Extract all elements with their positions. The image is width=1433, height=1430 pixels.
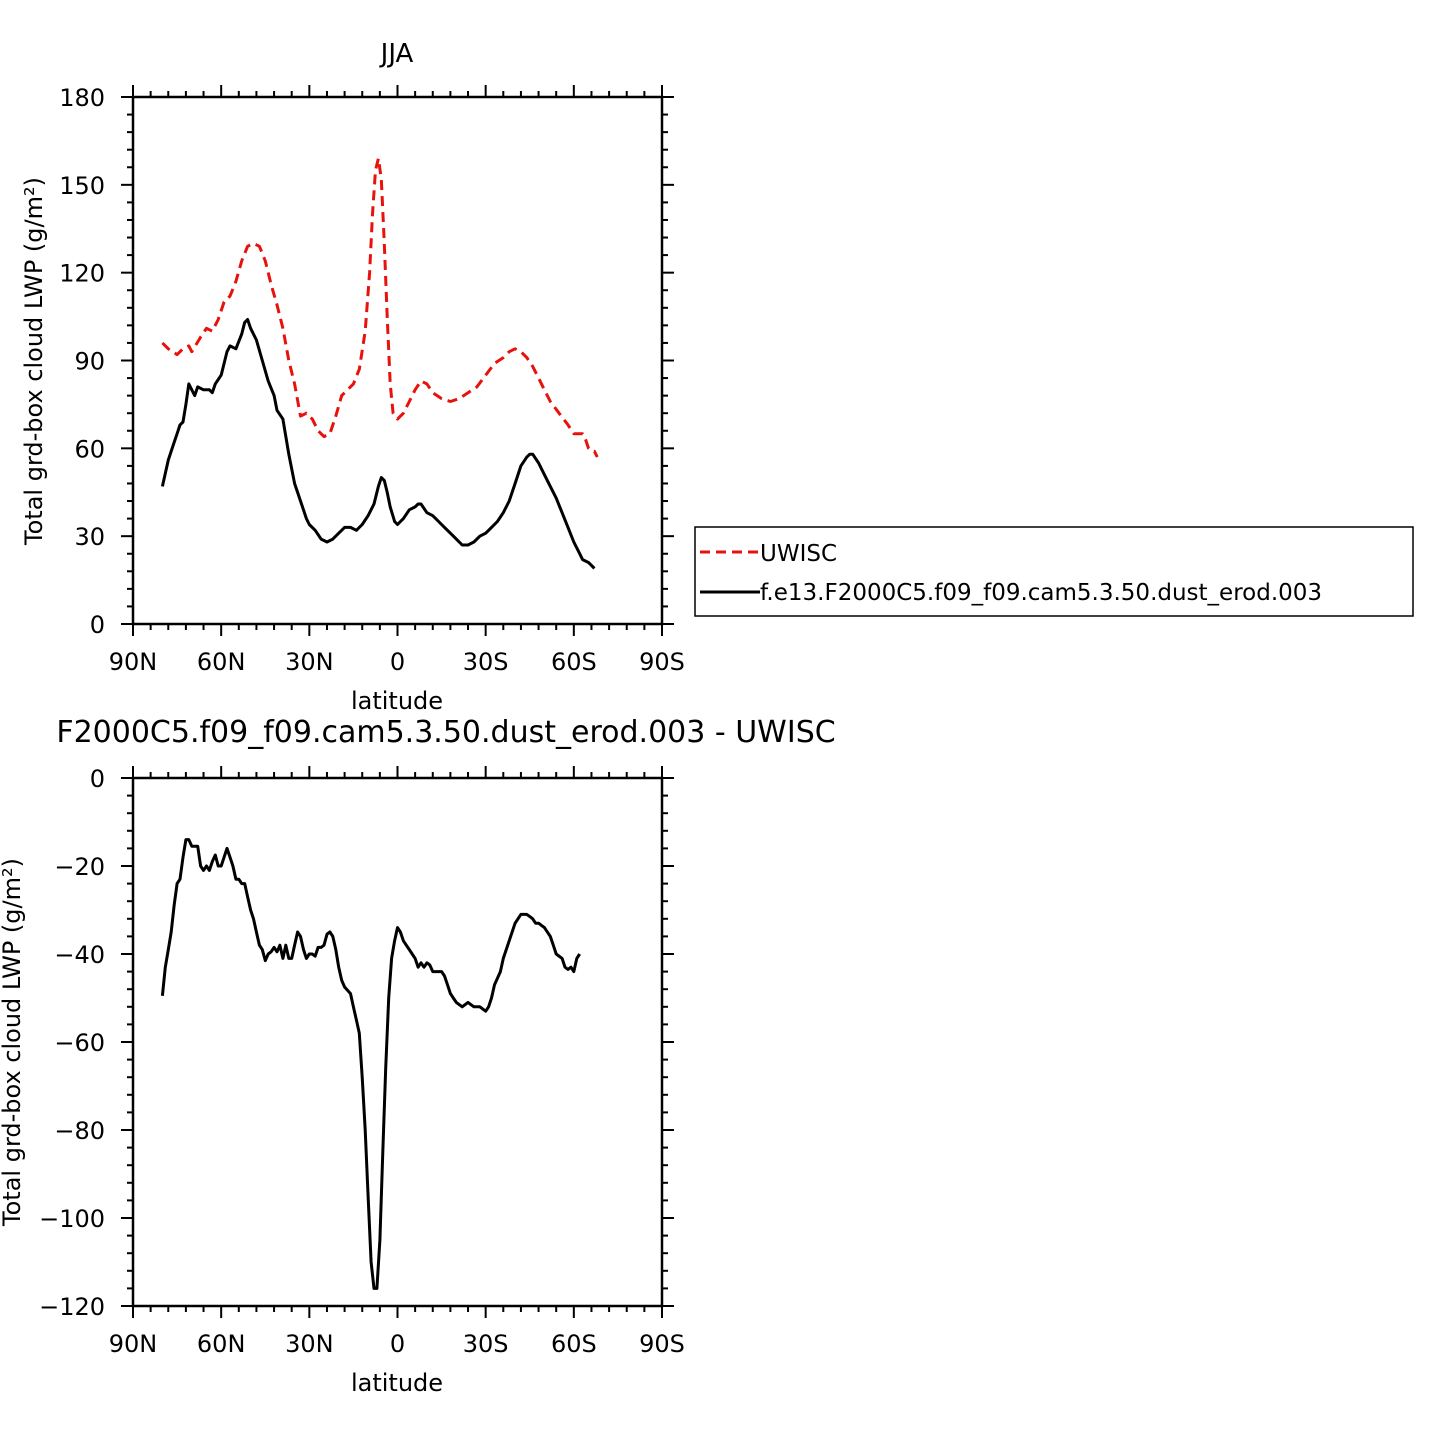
top-ticks: 90N 60N 30N 0 30S 60S 90S 0 30 60 90 120 150 180 (59, 84, 685, 676)
bottom-x-tick-label: 60S (551, 1330, 597, 1358)
top-y-tick-label: 60 (74, 435, 105, 463)
bottom-y-tick-label: −120 (39, 1293, 105, 1321)
top-x-tick-label: 60S (551, 648, 597, 676)
bottom-x-tick-label: 0 (390, 1330, 405, 1358)
legend-label-uwisc: UWISC (760, 541, 837, 567)
top-y-tick-label: 180 (59, 84, 105, 112)
bottom-series (160, 838, 581, 1290)
top-series-line-1 (160, 318, 596, 570)
top-y-tick-label: 120 (59, 260, 105, 288)
top-title: JJA (379, 39, 414, 69)
legend-label-model: f.e13.F2000C5.f09_f09.cam5.3.50.dust_ero… (760, 580, 1322, 606)
bottom-y-tick-label: −40 (54, 941, 105, 969)
top-y-tick-label: 150 (59, 172, 105, 200)
bottom-y-tick-label: −100 (39, 1205, 105, 1233)
top-x-tick-label: 30N (285, 648, 334, 676)
bottom-title: F2000C5.f09_f09.cam5.3.50.dust_erod.003 … (56, 715, 835, 750)
top-y-tick-label: 0 (90, 611, 105, 639)
top-y-tick-label: 90 (74, 348, 105, 376)
bottom-x-tick-label: 90S (639, 1330, 685, 1358)
bottom-x-tick-label: 30S (463, 1330, 509, 1358)
legend: UWISC f.e13.F2000C5.f09_f09.cam5.3.50.du… (694, 526, 1414, 617)
bottom-y-axis-label: Total grd-box cloud LWP (g/m²) (0, 858, 26, 1227)
bottom-x-axis-label: latitude (351, 1369, 443, 1397)
top-y-axis-label-text: Total grd-box cloud LWP (g/m²) (20, 177, 48, 546)
top-x-tick-label: 90N (109, 648, 158, 676)
top-y-tick-label: 30 (74, 523, 105, 551)
bottom-panel: F2000C5.f09_f09.cam5.3.50.dust_erod.003 … (0, 715, 836, 1397)
top-series (160, 157, 599, 570)
bottom-x-tick-label: 30N (285, 1330, 334, 1358)
top-plot-frame (131, 95, 664, 626)
top-y-axis-label: Total grd-box cloud LWP (g/m²) (20, 177, 48, 546)
bottom-plot-frame (131, 776, 664, 1308)
bottom-series-line-0 (160, 838, 581, 1290)
bottom-y-axis-label-text: Total grd-box cloud LWP (g/m²) (0, 858, 26, 1227)
top-series-line-0 (161, 157, 599, 458)
bottom-y-tick-label: −60 (54, 1029, 105, 1057)
bottom-y-tick-label: 0 (90, 765, 105, 793)
top-x-tick-label: 0 (390, 648, 405, 676)
bottom-ticks: 90N 60N 30N 0 30S 60S 90S 0 −20 −40 −60 −80 −100 −120 (39, 765, 685, 1358)
top-x-tick-label: 60N (197, 648, 246, 676)
top-x-axis-label: latitude (351, 687, 443, 715)
bottom-x-tick-label: 60N (197, 1330, 246, 1358)
bottom-y-tick-label: −80 (54, 1117, 105, 1145)
legend-box (694, 526, 1414, 617)
top-x-tick-label: 30S (463, 648, 509, 676)
top-panel: JJA Total grd-box cloud LWP (g/m²) latit… (20, 39, 685, 715)
top-x-tick-label: 90S (639, 648, 685, 676)
bottom-x-tick-label: 90N (109, 1330, 158, 1358)
bottom-y-tick-label: −20 (54, 853, 105, 881)
